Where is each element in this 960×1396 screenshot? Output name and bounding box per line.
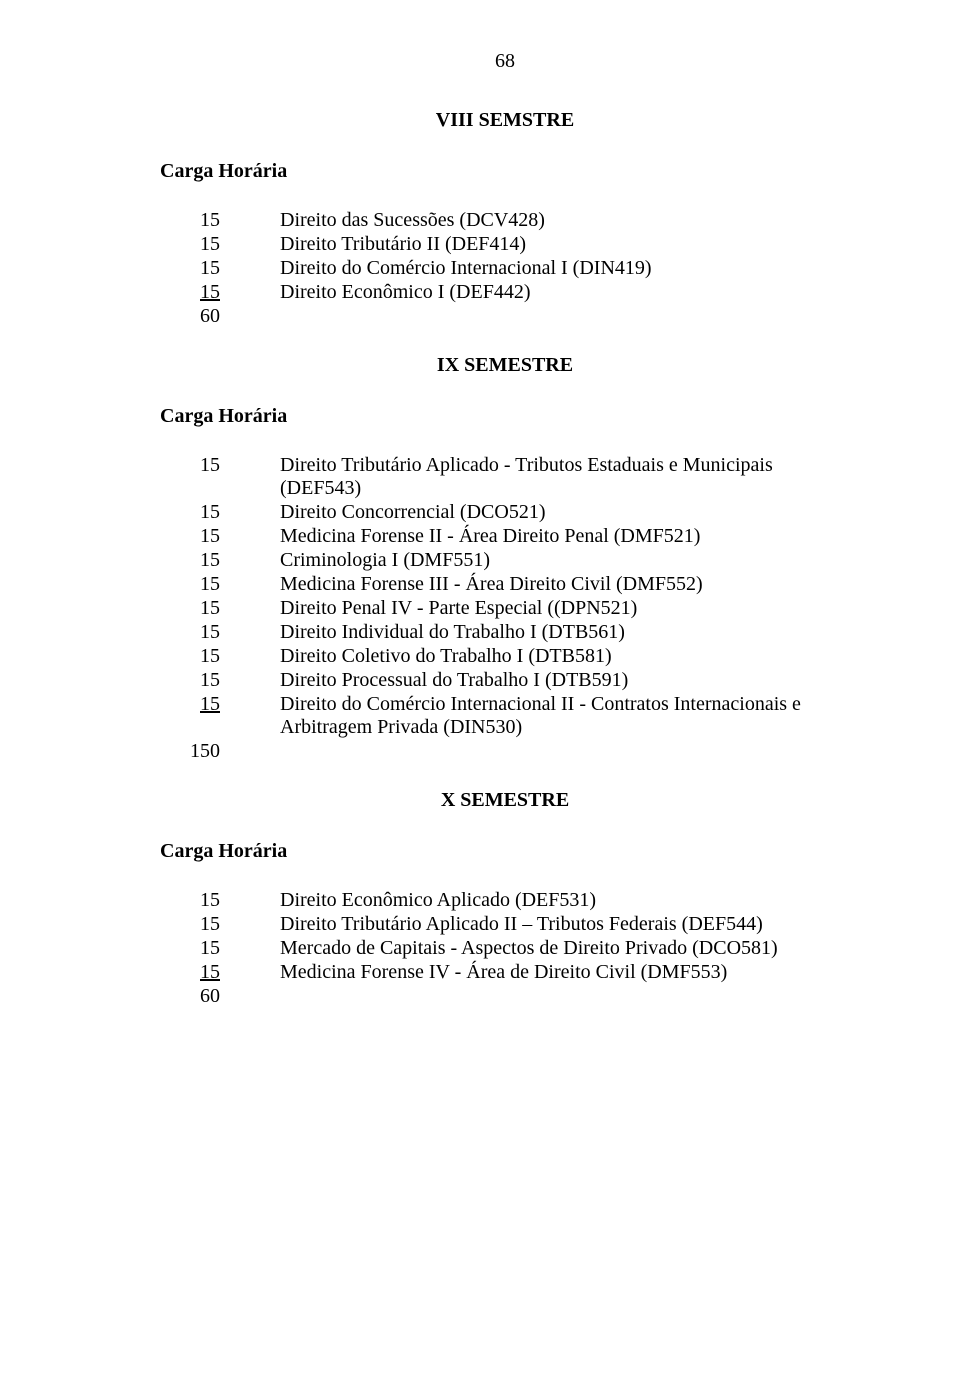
section-title-2: IX SEMESTRE	[160, 354, 850, 377]
course-description: Direito Coletivo do Trabalho I (DTB581)	[280, 645, 850, 668]
items-block-3: 15Direito Econômico Aplicado (DEF531)15D…	[160, 889, 850, 1008]
course-hours: 15	[160, 549, 280, 572]
course-description: Direito Penal IV - Parte Especial ((DPN5…	[280, 597, 850, 620]
course-row: 15Direito Tributário Aplicado - Tributos…	[160, 454, 850, 500]
course-hours: 15	[160, 525, 280, 548]
course-hours: 15	[160, 454, 280, 477]
course-description: Direito das Sucessões (DCV428)	[280, 209, 850, 232]
course-hours: 150	[160, 740, 280, 763]
course-row: 15Direito Econômico Aplicado (DEF531)	[160, 889, 850, 912]
course-row: 15Direito Individual do Trabalho I (DTB5…	[160, 621, 850, 644]
course-description: Direito do Comércio Internacional II - C…	[280, 693, 850, 739]
course-description: Medicina Forense II - Área Direito Penal…	[280, 525, 850, 548]
course-description: Direito Processual do Trabalho I (DTB591…	[280, 669, 850, 692]
course-row: 15Direito das Sucessões (DCV428)	[160, 209, 850, 232]
course-description: Criminologia I (DMF551)	[280, 549, 850, 572]
course-hours: 15	[160, 669, 280, 692]
course-description: Direito do Comércio Internacional I (DIN…	[280, 257, 850, 280]
course-row: 15Medicina Forense IV - Área de Direito …	[160, 961, 850, 984]
course-hours: 15	[160, 693, 280, 716]
items-block-1: 15Direito das Sucessões (DCV428)15Direit…	[160, 209, 850, 328]
course-hours: 15	[160, 937, 280, 960]
course-description: Direito Tributário Aplicado II – Tributo…	[280, 913, 850, 936]
course-hours: 15	[160, 913, 280, 936]
course-hours: 15	[160, 233, 280, 256]
course-row: 15Direito Econômico I (DEF442)	[160, 281, 850, 304]
course-description: Direito Tributário II (DEF414)	[280, 233, 850, 256]
course-description: Direito Concorrencial (DCO521)	[280, 501, 850, 524]
course-hours: 15	[160, 645, 280, 668]
section-title-3: X SEMESTRE	[160, 789, 850, 812]
course-row: 15Medicina Forense III - Área Direito Ci…	[160, 573, 850, 596]
course-description: Mercado de Capitais - Aspectos de Direit…	[280, 937, 850, 960]
course-description: Direito Econômico Aplicado (DEF531)	[280, 889, 850, 912]
course-hours: 60	[160, 305, 280, 328]
carga-horaria-header-1: Carga Horária	[160, 160, 850, 183]
page-number: 68	[160, 50, 850, 73]
course-row: 15Direito Penal IV - Parte Especial ((DP…	[160, 597, 850, 620]
course-row: 15Direito do Comércio Internacional I (D…	[160, 257, 850, 280]
course-hours: 15	[160, 889, 280, 912]
course-row: 15Criminologia I (DMF551)	[160, 549, 850, 572]
carga-horaria-header-3: Carga Horária	[160, 840, 850, 863]
carga-horaria-header-2: Carga Horária	[160, 405, 850, 428]
course-row: 15Direito Tributário Aplicado II – Tribu…	[160, 913, 850, 936]
course-row: 15Direito Coletivo do Trabalho I (DTB581…	[160, 645, 850, 668]
course-hours: 15	[160, 573, 280, 596]
course-row: 15Mercado de Capitais - Aspectos de Dire…	[160, 937, 850, 960]
course-description: Direito Tributário Aplicado - Tributos E…	[280, 454, 850, 500]
course-hours: 15	[160, 257, 280, 280]
course-row: 15Medicina Forense II - Área Direito Pen…	[160, 525, 850, 548]
course-row: 15Direito Concorrencial (DCO521)	[160, 501, 850, 524]
course-hours: 15	[160, 597, 280, 620]
course-row: 60	[160, 305, 850, 328]
course-description: Medicina Forense III - Área Direito Civi…	[280, 573, 850, 596]
course-hours: 15	[160, 281, 280, 304]
course-row: 15Direito Tributário II (DEF414)	[160, 233, 850, 256]
course-row: 60	[160, 985, 850, 1008]
course-description: Direito Econômico I (DEF442)	[280, 281, 850, 304]
course-row: 150	[160, 740, 850, 763]
course-hours: 60	[160, 985, 280, 1008]
section-title-1: VIII SEMSTRE	[160, 109, 850, 132]
course-hours: 15	[160, 209, 280, 232]
course-description: Direito Individual do Trabalho I (DTB561…	[280, 621, 850, 644]
course-hours: 15	[160, 621, 280, 644]
course-row: 15Direito do Comércio Internacional II -…	[160, 693, 850, 739]
course-row: 15Direito Processual do Trabalho I (DTB5…	[160, 669, 850, 692]
course-description: Medicina Forense IV - Área de Direito Ci…	[280, 961, 850, 984]
course-hours: 15	[160, 501, 280, 524]
course-hours: 15	[160, 961, 280, 984]
items-block-2: 15Direito Tributário Aplicado - Tributos…	[160, 454, 850, 763]
